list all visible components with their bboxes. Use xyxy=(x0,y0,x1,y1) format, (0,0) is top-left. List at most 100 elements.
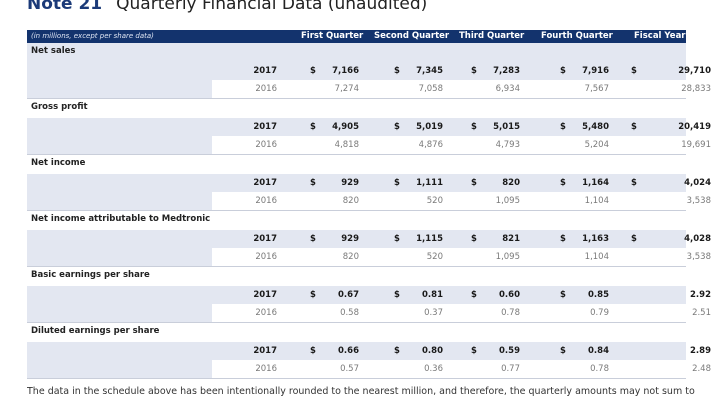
cell-value: 1,095 xyxy=(495,196,520,206)
dollar-sign: $ xyxy=(394,290,400,300)
dollar-sign: $ xyxy=(310,66,316,76)
table-row: 2017 $0.66 $0.80 $0.59 $0.84 2.89 xyxy=(27,342,711,360)
row-lead-band xyxy=(27,192,212,210)
year-label: 2017 xyxy=(253,346,277,356)
cell-value: 28,833 xyxy=(681,84,711,94)
row-lead-band xyxy=(27,248,212,266)
cell-value: 4,818 xyxy=(334,140,359,150)
cell-value: 4,905 xyxy=(332,122,359,132)
cell-value: 0.78 xyxy=(501,308,520,318)
row-lead-band xyxy=(27,230,212,248)
cell-value: 821 xyxy=(502,234,520,244)
cell-value: 2.89 xyxy=(690,346,711,356)
cell-value: 1,104 xyxy=(584,196,609,206)
cell-value: 29,710 xyxy=(678,66,711,76)
table-section: Gross profit 2017 $4,905 $5,019 $5,015 $5,480… xyxy=(27,99,711,155)
row-lead-band xyxy=(27,342,212,360)
table-row: 2017 $0.67 $0.81 $0.60 $0.85 2.92 xyxy=(27,286,711,304)
cell-value: 0.60 xyxy=(499,290,520,300)
cell-value: 0.36 xyxy=(424,364,443,374)
cell-value: 5,019 xyxy=(416,122,443,132)
dollar-sign: $ xyxy=(394,178,400,188)
cell-value: 7,166 xyxy=(332,66,359,76)
table-row: 2016 0.57 0.36 0.77 0.78 2.48 xyxy=(27,360,711,379)
year-label: 2016 xyxy=(255,308,277,318)
cell-value: 5,204 xyxy=(584,140,609,150)
cell-value: 520 xyxy=(426,252,443,262)
dollar-sign: $ xyxy=(560,122,566,132)
cell-value: 0.80 xyxy=(422,346,443,356)
cell-value: 1,111 xyxy=(416,178,443,188)
table-header: (in millions, except per share data) Fir… xyxy=(27,30,686,43)
dollar-sign: $ xyxy=(310,290,316,300)
cell-value: 0.67 xyxy=(338,290,359,300)
cell-value: 19,691 xyxy=(681,140,711,150)
footnote: The data in the schedule above has been … xyxy=(27,386,697,397)
cell-value: 6,934 xyxy=(495,84,520,94)
header-fiscal-year: Fiscal Year xyxy=(634,31,686,41)
cell-value: 1,104 xyxy=(584,252,609,262)
cell-value: 4,793 xyxy=(495,140,520,150)
year-label: 2016 xyxy=(255,140,277,150)
table-section: Net income 2017 $929 $1,111 $820 $1,164 $4,024… xyxy=(27,155,711,211)
cell-value: 7,283 xyxy=(493,66,520,76)
year-label: 2017 xyxy=(253,122,277,132)
cell-value: 2.51 xyxy=(692,308,711,318)
dollar-sign: $ xyxy=(394,234,400,244)
header-third-quarter: Third Quarter xyxy=(459,31,525,41)
cell-value: 820 xyxy=(342,252,359,262)
cell-value: 2.92 xyxy=(690,290,711,300)
section-label: Diluted earnings per share xyxy=(31,326,160,336)
row-lead-band xyxy=(27,360,212,378)
dollar-sign: $ xyxy=(471,66,477,76)
note-number: Note 21 xyxy=(27,0,103,14)
dollar-sign: $ xyxy=(631,178,637,188)
year-label: 2016 xyxy=(255,196,277,206)
cell-value: 7,274 xyxy=(334,84,359,94)
table-section: Diluted earnings per share 2017 $0.66 $0.80… xyxy=(27,323,711,379)
cell-value: 0.59 xyxy=(499,346,520,356)
dollar-sign: $ xyxy=(631,66,637,76)
table-row: 2017 $929 $1,115 $821 $1,163 $4,028 xyxy=(27,230,711,248)
year-label: 2016 xyxy=(255,252,277,262)
cell-value: 0.84 xyxy=(588,346,609,356)
row-lead-band xyxy=(27,136,212,154)
cell-value: 0.78 xyxy=(590,364,609,374)
cell-value: 0.66 xyxy=(338,346,359,356)
section-label: Net sales xyxy=(27,43,686,62)
cell-value: 7,916 xyxy=(582,66,609,76)
year-label: 2017 xyxy=(253,290,277,300)
cell-value: 7,345 xyxy=(416,66,443,76)
table-section: Net sales 2017 $7,166 $7,345 $7,283 $7,916 $29… xyxy=(27,43,711,99)
row-lead-band xyxy=(27,118,212,136)
note-heading: Quarterly Financial Data (unaudited) xyxy=(116,0,428,14)
cell-value: 2.48 xyxy=(692,364,711,374)
cell-value: 3,538 xyxy=(686,196,711,206)
quarterly-financial-table: (in millions, except per share data) Fir… xyxy=(27,30,711,379)
cell-value: 0.37 xyxy=(424,308,443,318)
dollar-sign: $ xyxy=(310,122,316,132)
year-label: 2016 xyxy=(255,84,277,94)
section-label: Net income attributable to Medtronic xyxy=(31,214,211,224)
cell-value: 7,058 xyxy=(418,84,443,94)
cell-value: 0.57 xyxy=(340,364,359,374)
year-label: 2017 xyxy=(253,234,277,244)
cell-value: 1,095 xyxy=(495,252,520,262)
dollar-sign: $ xyxy=(471,290,477,300)
dollar-sign: $ xyxy=(471,346,477,356)
table-row: 2017 $7,166 $7,345 $7,283 $7,916 $29,710 xyxy=(27,62,711,80)
header-second-quarter: Second Quarter xyxy=(374,31,450,41)
cell-value: 0.85 xyxy=(588,290,609,300)
cell-value: 820 xyxy=(502,178,520,188)
cell-value: 0.79 xyxy=(590,308,609,318)
section-label: Gross profit xyxy=(31,102,88,112)
row-lead-band xyxy=(27,80,212,98)
table-section: Basic earnings per share 2017 $0.67 $0.81 $0… xyxy=(27,267,711,323)
cell-value: 0.58 xyxy=(340,308,359,318)
table-row: 2017 $4,905 $5,019 $5,015 $5,480 $20,419 xyxy=(27,118,711,136)
section-label: Net income xyxy=(31,158,86,168)
year-label: 2017 xyxy=(253,178,277,188)
row-lead-band xyxy=(27,174,212,192)
dollar-sign: $ xyxy=(310,234,316,244)
cell-value: 5,015 xyxy=(493,122,520,132)
